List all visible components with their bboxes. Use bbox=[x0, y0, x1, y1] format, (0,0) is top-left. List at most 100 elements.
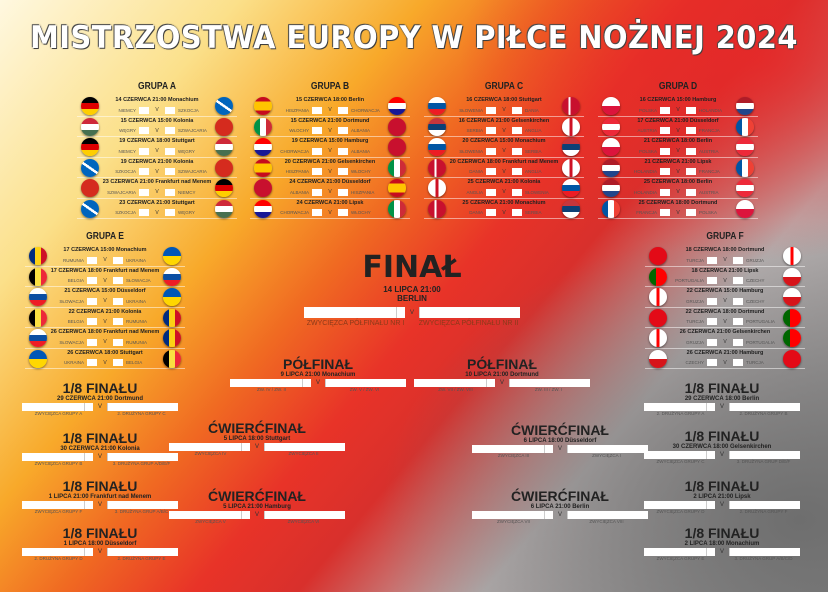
home-score-input[interactable] bbox=[660, 188, 670, 196]
away-team-input[interactable] bbox=[738, 501, 800, 509]
away-score-input[interactable] bbox=[113, 318, 123, 325]
home-score-input[interactable] bbox=[84, 403, 93, 411]
home-score-input[interactable] bbox=[312, 188, 322, 196]
home-score-input[interactable] bbox=[660, 168, 670, 175]
away-score-input[interactable] bbox=[264, 443, 273, 451]
home-team-input[interactable] bbox=[644, 548, 706, 556]
home-score-input[interactable] bbox=[139, 147, 149, 155]
away-score-input[interactable] bbox=[733, 277, 743, 284]
away-score-input[interactable] bbox=[107, 548, 116, 556]
away-score-input[interactable] bbox=[512, 209, 522, 216]
away-score-input[interactable] bbox=[338, 106, 348, 114]
home-score-input[interactable] bbox=[87, 318, 97, 325]
away-score-input[interactable] bbox=[165, 209, 175, 216]
home-score-input[interactable] bbox=[706, 501, 715, 509]
home-team-input[interactable] bbox=[304, 307, 396, 318]
home-score-input[interactable] bbox=[84, 548, 93, 556]
home-score-input[interactable] bbox=[706, 403, 715, 411]
home-score-input[interactable] bbox=[707, 277, 717, 284]
away-score-input[interactable] bbox=[113, 277, 123, 284]
away-score-input[interactable] bbox=[338, 168, 348, 175]
away-score-input[interactable] bbox=[325, 379, 334, 387]
away-score-input[interactable] bbox=[729, 451, 738, 459]
home-score-input[interactable] bbox=[660, 106, 670, 114]
away-score-input[interactable] bbox=[733, 359, 743, 366]
home-score-input[interactable] bbox=[87, 359, 97, 366]
home-score-input[interactable] bbox=[87, 338, 97, 346]
away-score-input[interactable] bbox=[512, 147, 522, 155]
home-score-input[interactable] bbox=[87, 297, 97, 305]
home-score-input[interactable] bbox=[84, 453, 93, 461]
home-score-input[interactable] bbox=[139, 168, 149, 175]
away-score-input[interactable] bbox=[733, 318, 743, 325]
home-team-input[interactable] bbox=[472, 445, 544, 453]
home-score-input[interactable] bbox=[706, 451, 715, 459]
away-team-input[interactable] bbox=[518, 379, 590, 387]
away-score-input[interactable] bbox=[733, 297, 743, 305]
home-score-input[interactable] bbox=[707, 338, 717, 346]
home-score-input[interactable] bbox=[486, 188, 496, 196]
away-score-input[interactable] bbox=[338, 188, 348, 196]
home-score-input[interactable] bbox=[87, 256, 97, 264]
home-score-input[interactable] bbox=[84, 501, 93, 509]
home-score-input[interactable] bbox=[660, 127, 670, 134]
away-score-input[interactable] bbox=[113, 338, 123, 346]
away-score-input[interactable] bbox=[165, 106, 175, 114]
away-score-input[interactable] bbox=[686, 209, 696, 216]
home-score-input[interactable] bbox=[544, 445, 553, 453]
away-score-input[interactable] bbox=[509, 379, 518, 387]
away-score-input[interactable] bbox=[512, 106, 522, 114]
home-score-input[interactable] bbox=[486, 106, 496, 114]
away-team-input[interactable] bbox=[428, 307, 520, 318]
home-score-input[interactable] bbox=[396, 307, 405, 318]
home-score-input[interactable] bbox=[241, 443, 250, 451]
away-team-input[interactable] bbox=[576, 511, 648, 519]
home-score-input[interactable] bbox=[544, 511, 553, 519]
home-score-input[interactable] bbox=[486, 379, 495, 387]
away-score-input[interactable] bbox=[107, 453, 116, 461]
away-score-input[interactable] bbox=[113, 359, 123, 366]
home-score-input[interactable] bbox=[312, 168, 322, 175]
away-score-input[interactable] bbox=[686, 147, 696, 155]
home-team-input[interactable] bbox=[169, 443, 241, 451]
home-score-input[interactable] bbox=[707, 256, 717, 264]
away-team-input[interactable] bbox=[738, 548, 800, 556]
away-score-input[interactable] bbox=[733, 256, 743, 264]
home-score-input[interactable] bbox=[139, 209, 149, 216]
home-score-input[interactable] bbox=[312, 127, 322, 134]
home-team-input[interactable] bbox=[644, 451, 706, 459]
away-score-input[interactable] bbox=[264, 511, 273, 519]
home-score-input[interactable] bbox=[302, 379, 311, 387]
home-team-input[interactable] bbox=[169, 511, 241, 519]
away-score-input[interactable] bbox=[107, 501, 116, 509]
home-team-input[interactable] bbox=[472, 511, 544, 519]
home-team-input[interactable] bbox=[414, 379, 486, 387]
away-score-input[interactable] bbox=[165, 147, 175, 155]
away-team-input[interactable] bbox=[738, 451, 800, 459]
away-team-input[interactable] bbox=[273, 511, 345, 519]
home-score-input[interactable] bbox=[312, 106, 322, 114]
home-score-input[interactable] bbox=[707, 297, 717, 305]
home-score-input[interactable] bbox=[312, 147, 322, 155]
away-team-input[interactable] bbox=[576, 445, 648, 453]
away-score-input[interactable] bbox=[107, 403, 116, 411]
away-score-input[interactable] bbox=[338, 209, 348, 216]
home-team-input[interactable] bbox=[22, 548, 84, 556]
home-score-input[interactable] bbox=[312, 209, 322, 216]
home-score-input[interactable] bbox=[486, 127, 496, 134]
away-score-input[interactable] bbox=[165, 168, 175, 175]
away-score-input[interactable] bbox=[567, 511, 576, 519]
away-score-input[interactable] bbox=[512, 168, 522, 175]
home-score-input[interactable] bbox=[486, 209, 496, 216]
away-team-input[interactable] bbox=[116, 453, 178, 461]
home-team-input[interactable] bbox=[644, 501, 706, 509]
away-score-input[interactable] bbox=[686, 127, 696, 134]
away-team-input[interactable] bbox=[116, 403, 178, 411]
away-score-input[interactable] bbox=[686, 188, 696, 196]
away-team-input[interactable] bbox=[273, 443, 345, 451]
away-score-input[interactable] bbox=[512, 188, 522, 196]
away-score-input[interactable] bbox=[338, 127, 348, 134]
away-score-input[interactable] bbox=[733, 338, 743, 346]
home-score-input[interactable] bbox=[706, 548, 715, 556]
away-score-input[interactable] bbox=[113, 256, 123, 264]
